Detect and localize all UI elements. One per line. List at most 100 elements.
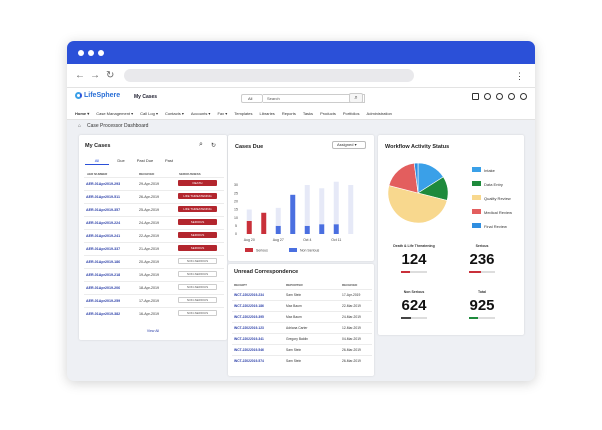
- receipt-link[interactable]: INCT-22022019-341: [234, 337, 264, 341]
- table-row[interactable]: INCT-22022019-341 Gregory Baldin 04-Mar-20…: [232, 333, 372, 342]
- table-row[interactable]: AER-01Apr2019-259 17-Apr-2019 NON-SERIOUS: [84, 294, 224, 305]
- seriousness-badge: SERIOUS: [178, 232, 217, 238]
- stat-value: 624: [401, 297, 427, 314]
- help-icon[interactable]: [508, 93, 515, 100]
- menu-item[interactable]: Home ▾: [75, 111, 90, 116]
- receipt-link[interactable]: INCT-22022019-234: [234, 293, 264, 297]
- receipt-link[interactable]: INCT-22022019-186: [234, 304, 264, 308]
- search-button[interactable]: ⌕: [349, 93, 363, 103]
- address-bar: ← → ↻ ⋮: [67, 64, 535, 88]
- aer-number-link[interactable]: AER-01Apr2019-293: [86, 182, 121, 186]
- legend-label: Quality Review: [484, 196, 511, 201]
- received-date: 04-Mar-2019: [342, 337, 361, 341]
- search-input[interactable]: Search: [263, 94, 365, 103]
- menu-item[interactable]: Portfolios: [342, 111, 360, 116]
- reporter-name: Gregory Baldin: [286, 337, 308, 341]
- legend-swatch: [472, 195, 481, 200]
- aer-number-link[interactable]: AER-01Apr2019-206: [86, 286, 121, 290]
- received-date: 26-Mar-2019: [342, 359, 361, 363]
- table-row[interactable]: AER-01Apr2019-511 26-Apr-2019 LIFE THREATE…: [84, 190, 224, 201]
- app-logo[interactable]: LifeSphere: [75, 92, 120, 99]
- table-row[interactable]: AER-01Apr2019-293 29-Apr-2019 DEATH: [84, 177, 224, 188]
- table-row[interactable]: AER-01Apr2019-218 19-Apr-2019 NON-SERIOUS: [84, 268, 224, 279]
- assigned-filter-select[interactable]: Assigned ▾: [332, 141, 366, 149]
- back-icon[interactable]: ←: [75, 70, 85, 81]
- receipt-link[interactable]: INCT-22022019-574: [234, 359, 264, 363]
- table-row[interactable]: INCT-22022019-395 Max Baum 24-Mar-2019: [232, 311, 372, 320]
- home-icon[interactable]: [472, 93, 479, 100]
- bar: [333, 224, 339, 234]
- stat-progress-fill: [401, 317, 412, 319]
- reload-icon[interactable]: ↻: [106, 70, 115, 81]
- tab-past-due[interactable]: Past Due: [136, 158, 154, 163]
- menu-item[interactable]: Libraries: [259, 111, 275, 116]
- power-icon[interactable]: [520, 93, 527, 100]
- aer-number-link[interactable]: AER-01Apr2019-382: [86, 312, 121, 316]
- menu-item[interactable]: Call Log ▾: [140, 111, 158, 116]
- tab-due[interactable]: Due: [117, 158, 125, 163]
- menu-item[interactable]: Contacts ▾: [164, 111, 184, 116]
- receipt-link[interactable]: INCT-22022019-395: [234, 315, 264, 319]
- search-scope-select[interactable]: All: [241, 94, 263, 103]
- aer-number-link[interactable]: AER-01Apr2019-337: [86, 247, 121, 251]
- aer-number-link[interactable]: AER-01Apr2019-241: [86, 234, 121, 238]
- menu-item[interactable]: Reports: [281, 111, 296, 116]
- stat-progress-fill: [469, 271, 481, 273]
- home-icon[interactable]: ⌂: [78, 123, 82, 129]
- table-row[interactable]: AER-01Apr2019-382 16-Apr-2019 NON-SERIOUS: [84, 307, 224, 318]
- seriousness-badge: NON-SERIOUS: [178, 297, 217, 303]
- menu-item[interactable]: Fax ▾: [217, 111, 228, 116]
- aer-number-link[interactable]: AER-01Apr2019-224: [86, 221, 121, 225]
- table-row[interactable]: INCT-22022019-574 Sam Stein 26-Mar-2019: [232, 355, 372, 364]
- settings-icon[interactable]: [484, 93, 491, 100]
- y-tick-label: 30: [234, 183, 238, 187]
- table-row[interactable]: AER-01Apr2019-224 24-Apr-2019 SERIOUS: [84, 216, 224, 227]
- aer-number-link[interactable]: AER-01Apr2019-357: [86, 208, 121, 212]
- my-cases-link[interactable]: My Cases: [134, 94, 158, 100]
- bar: [275, 225, 281, 234]
- menu-item[interactable]: Accounts ▾: [190, 111, 211, 116]
- y-tick-label: 15: [234, 208, 238, 212]
- seriousness-badge: DEATH: [178, 180, 217, 186]
- legend-label: Data Entry: [484, 182, 503, 187]
- search-icon[interactable]: ⌕: [199, 141, 203, 148]
- y-tick-label: 5: [235, 224, 237, 228]
- window-dot[interactable]: [98, 50, 104, 56]
- table-row[interactable]: INCT-22022019-123 Adriana Carter 12-Mar-20…: [232, 322, 372, 331]
- kebab-menu-icon[interactable]: ⋮: [515, 71, 524, 81]
- receipt-link[interactable]: INCT-22022019-123: [234, 326, 264, 330]
- table-row[interactable]: INCT-22022019-546 Sam Stein 26-Mar-2019: [232, 344, 372, 353]
- table-row[interactable]: AER-01Apr2019-337 21-Apr-2019 SERIOUS: [84, 242, 224, 253]
- menu-item[interactable]: Templates: [234, 111, 253, 116]
- menu-item[interactable]: Products: [320, 111, 336, 116]
- tab-past[interactable]: Past: [164, 158, 173, 163]
- table-row[interactable]: AER-01Apr2019-186 20-Apr-2019 NON-SERIOUS: [84, 255, 224, 266]
- url-input[interactable]: [124, 69, 414, 82]
- bar: [319, 224, 325, 234]
- menu-item[interactable]: Tasks: [302, 111, 314, 116]
- table-row[interactable]: AER-01Apr2019-241 22-Apr-2019 SERIOUS: [84, 229, 224, 240]
- legend-label: Intake: [484, 168, 495, 173]
- refresh-icon[interactable]: ↻: [211, 143, 217, 149]
- menu-item[interactable]: Administration: [366, 111, 392, 116]
- x-tick-label: Oct 4: [303, 238, 311, 242]
- menu-item[interactable]: Case Management ▾: [96, 111, 134, 116]
- bar: [246, 220, 252, 234]
- table-row[interactable]: INCT-22022019-234 Sam Stein 17-Apr-2019: [232, 289, 372, 298]
- aer-number-link[interactable]: AER-01Apr2019-218: [86, 273, 121, 277]
- reporter-name: Sam Stein: [286, 359, 302, 363]
- aer-number-link[interactable]: AER-01Apr2019-511: [86, 195, 120, 199]
- table-row[interactable]: AER-01Apr2019-206 18-Apr-2019 NON-SERIOUS: [84, 281, 224, 292]
- forward-icon[interactable]: →: [90, 70, 100, 81]
- receipt-link[interactable]: INCT-22022019-546: [234, 348, 264, 352]
- window-dot[interactable]: [88, 50, 94, 56]
- info-icon[interactable]: [496, 93, 503, 100]
- aer-number-link[interactable]: AER-01Apr2019-259: [86, 299, 121, 303]
- window-dot[interactable]: [78, 50, 84, 56]
- panel-title: Unread Correspondence: [234, 269, 299, 275]
- view-all-link[interactable]: View All: [146, 329, 160, 333]
- aer-number-link[interactable]: AER-01Apr2019-186: [86, 260, 121, 264]
- table-row[interactable]: INCT-22022019-186 Max Baum 22-Mar-2019: [232, 300, 372, 309]
- table-row[interactable]: AER-01Apr2019-357 25-Apr-2019 LIFE THREATE…: [84, 203, 224, 214]
- tab-all[interactable]: All: [85, 157, 109, 165]
